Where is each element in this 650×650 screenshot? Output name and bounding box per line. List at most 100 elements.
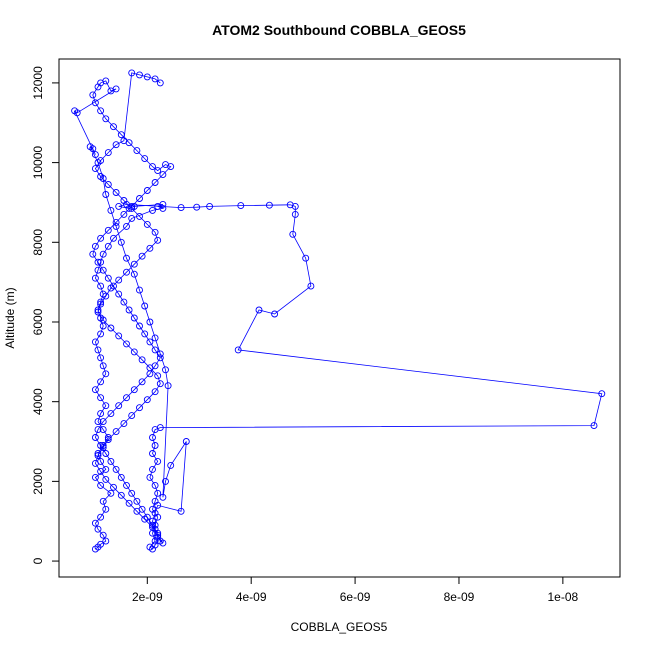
data-point — [94, 452, 102, 459]
data-point — [177, 507, 185, 515]
data-point — [151, 541, 159, 549]
data-point — [97, 298, 105, 306]
data-point — [104, 434, 112, 441]
data-point — [102, 402, 110, 410]
data-point — [146, 338, 154, 346]
data-point — [289, 230, 297, 238]
y-tick-label: 6000 — [31, 308, 45, 335]
data-point — [91, 459, 99, 467]
data-point — [130, 270, 138, 278]
data-point — [91, 386, 99, 394]
data-point — [130, 386, 138, 394]
data-point — [156, 350, 164, 358]
data-point — [146, 244, 154, 252]
data-point — [91, 338, 99, 346]
data-point — [162, 366, 169, 374]
data-point — [149, 523, 156, 531]
data-point — [115, 402, 123, 410]
data-point — [102, 115, 110, 123]
data-point — [177, 204, 185, 212]
data-point — [102, 537, 110, 545]
data-point — [110, 234, 117, 242]
data-point — [91, 519, 99, 527]
y-tick-label: 8000 — [31, 229, 45, 256]
data-point — [286, 201, 294, 209]
y-axis: 0 2000 4000 6000 8000 10000 12000 — [31, 66, 60, 564]
data-point — [120, 197, 128, 204]
data-point — [89, 145, 97, 153]
data-point — [107, 324, 115, 332]
data-point — [104, 274, 112, 282]
y-tick-label: 12000 — [31, 66, 45, 100]
y-tick-label: 2000 — [31, 468, 45, 495]
data-point — [590, 422, 598, 430]
plot-area — [58, 58, 621, 578]
data-point — [255, 306, 263, 314]
data-point — [91, 434, 99, 441]
data-point — [97, 513, 105, 521]
data-point — [151, 179, 159, 186]
data-point — [302, 254, 310, 262]
data-point — [291, 202, 299, 210]
data-point — [143, 396, 151, 404]
data-point — [154, 531, 162, 539]
data-point — [104, 436, 112, 443]
data-point — [102, 191, 110, 198]
data-point — [91, 473, 99, 481]
data-point — [89, 250, 97, 258]
data-point — [97, 467, 105, 475]
data-point — [156, 354, 164, 362]
data-point — [91, 99, 99, 107]
x-tick-label: 4e-09 — [236, 590, 267, 604]
data-point — [154, 501, 162, 509]
data-point — [234, 346, 242, 354]
data-point — [149, 465, 156, 473]
data-point — [136, 195, 143, 202]
data-point — [102, 475, 110, 483]
data-point — [167, 163, 175, 171]
data-point — [107, 410, 115, 418]
data-point — [146, 364, 154, 372]
data-point — [128, 202, 136, 210]
data-point — [151, 346, 159, 354]
data-point — [154, 529, 162, 537]
data-point — [598, 390, 606, 398]
data-point — [102, 450, 110, 457]
data-point — [167, 461, 175, 469]
data-point — [133, 147, 141, 155]
data-point — [91, 165, 99, 173]
data-point — [128, 204, 136, 212]
data-point — [117, 131, 125, 139]
data-point — [138, 252, 146, 260]
data-point — [107, 284, 115, 292]
data-point — [104, 149, 112, 157]
data-point — [151, 334, 159, 342]
data-point — [115, 332, 123, 340]
data-point — [146, 473, 154, 481]
data-point — [112, 218, 120, 226]
data-point — [130, 260, 138, 268]
data-point — [123, 254, 130, 262]
data-point — [128, 489, 136, 497]
data-point — [97, 481, 105, 489]
data-point — [154, 489, 162, 497]
data-point — [102, 292, 110, 300]
data-point — [123, 340, 130, 348]
x-tick-label: 8e-09 — [444, 590, 475, 604]
data-point — [128, 214, 136, 222]
data-point — [151, 228, 159, 236]
data-point — [97, 394, 105, 402]
data-point — [73, 109, 81, 117]
data-point — [97, 330, 105, 338]
data-point — [182, 438, 190, 445]
data-point — [99, 250, 107, 258]
data-point — [149, 163, 156, 171]
y-axis-label: Altitude (m) — [3, 287, 17, 348]
data-point — [94, 83, 102, 91]
data-point — [291, 210, 299, 218]
data-point — [159, 171, 167, 179]
data-point — [164, 382, 172, 390]
data-point — [136, 322, 143, 330]
data-point — [151, 509, 159, 517]
